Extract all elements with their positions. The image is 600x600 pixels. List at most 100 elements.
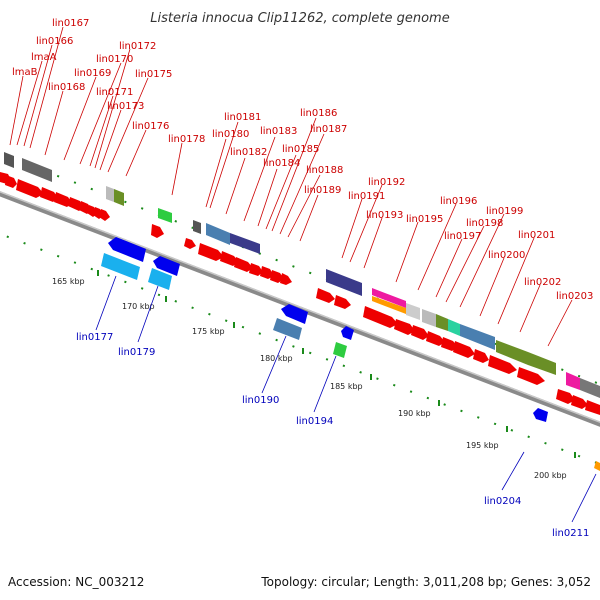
gene-label: lin0190 — [242, 395, 279, 406]
scale-tick-label: 185 kbp — [330, 382, 363, 391]
gene-label: lin0196 — [440, 196, 477, 207]
reverse-label: lin0177 — [76, 275, 117, 343]
forward-label: lin0193 — [363, 210, 403, 269]
reverse-label: lin0194 — [296, 355, 337, 427]
gene-label: lin0189 — [304, 185, 341, 196]
gene-label: lin0185 — [282, 144, 319, 155]
gene-label: lin0197 — [444, 231, 481, 242]
forward-label: lin0198 — [445, 218, 503, 303]
forward-label: lin0183 — [243, 126, 297, 222]
gene-label: lmaB — [12, 67, 38, 78]
forward-label: lin0203 — [547, 291, 593, 347]
forward-gene — [198, 243, 224, 261]
reverse-label: lin0211 — [552, 473, 597, 539]
reverse-gene — [101, 253, 140, 280]
forward-label: lin0197 — [435, 231, 481, 298]
forward-label: lin0202 — [519, 277, 561, 333]
gene-label: lin0187 — [310, 124, 347, 135]
scale-ticks: 165 kbp 170 kbp 175 kbp 180 kbp 185 kbp … — [52, 270, 576, 480]
forward-label: lin0191 — [341, 191, 385, 259]
forward-label: lin0170 — [79, 54, 133, 165]
reverse-label: lin0190 — [242, 335, 287, 406]
forward-gene — [517, 367, 545, 385]
scale-tick-label: 175 kbp — [192, 327, 225, 336]
gene-label: lin0200 — [488, 250, 525, 261]
gene-label: lin0184 — [263, 158, 300, 169]
feature-block — [580, 378, 600, 398]
feature-block — [372, 296, 406, 314]
gene-label: lin0198 — [466, 218, 503, 229]
forward-gene — [488, 355, 517, 374]
forward-label: lin0169 — [63, 68, 111, 161]
reverse-gene-labels: lin0177 lin0179 lin0190 lin0194 lin0204 … — [76, 275, 597, 539]
feature-block — [326, 269, 362, 296]
forward-gene — [441, 337, 458, 351]
feature-block — [528, 352, 556, 375]
forward-gene — [571, 395, 588, 409]
reverse-gene — [148, 268, 172, 290]
gene-label: lin0167 — [52, 18, 89, 29]
gene-label: lin0204 — [484, 496, 521, 507]
forward-label: lin0196 — [417, 196, 477, 291]
forward-label: lin0173 — [99, 101, 144, 171]
gene-label: lin0211 — [552, 528, 589, 539]
forward-label: lin0176 — [125, 121, 169, 177]
forward-gene — [363, 306, 398, 328]
forward-gene — [99, 209, 110, 221]
forward-gene — [453, 341, 475, 358]
scale-tick-label: 170 kbp — [122, 302, 155, 311]
reverse-genes — [101, 237, 600, 471]
forward-label: lin0200 — [479, 250, 525, 317]
feature-block — [448, 319, 460, 336]
forward-gene — [249, 263, 263, 276]
feature-block — [372, 288, 406, 308]
forward-label: lin0166 — [23, 36, 73, 147]
forward-label: lin0167 — [29, 18, 89, 149]
scale-tick: 190 kbp — [398, 400, 440, 418]
reverse-gene — [533, 408, 548, 422]
feature-block — [206, 223, 230, 245]
gene-label: lin0166 — [36, 36, 73, 47]
feature-block — [406, 303, 420, 320]
forward-gene — [334, 295, 351, 309]
feature-block — [22, 158, 52, 182]
forward-gene — [234, 257, 253, 272]
forward-label: lin0201 — [497, 230, 555, 325]
scale-tick-label: 165 kbp — [52, 277, 85, 286]
gene-label: lmaA — [31, 52, 57, 63]
accession-text: Accession: NC_003212 — [8, 575, 144, 589]
reverse-label: lin0179 — [118, 285, 159, 358]
forward-gene — [280, 273, 292, 285]
gene-label: lin0183 — [260, 126, 297, 137]
feature-block — [422, 309, 436, 327]
forward-gene — [260, 266, 274, 279]
gene-label: lin0193 — [366, 210, 403, 221]
forward-label: lin0187 — [279, 124, 347, 235]
scale-tick-label: 200 kbp — [534, 471, 567, 480]
reverse-gene — [273, 318, 302, 340]
feature-block — [436, 314, 448, 331]
forward-label: lmaB — [9, 67, 38, 146]
forward-label: lin0178 — [168, 134, 205, 196]
forward-gene — [556, 389, 575, 404]
forward-label: lin0168 — [44, 82, 85, 156]
feature-block — [114, 189, 124, 206]
forward-label: lin0188 — [287, 165, 343, 238]
forward-gene — [220, 251, 239, 266]
scale-tick: 185 kbp — [330, 374, 372, 391]
gene-label: lin0179 — [118, 347, 155, 358]
gene-label: lin0171 — [96, 87, 133, 98]
gene-label: lin0177 — [76, 332, 113, 343]
gene-label: lin0170 — [96, 54, 133, 65]
forward-label: lin0172 — [94, 41, 156, 169]
gene-label: lin0173 — [107, 101, 144, 112]
gene-label: lin0168 — [48, 82, 85, 93]
scale-tick: 180 kbp — [260, 348, 304, 363]
gene-label: lin0192 — [368, 177, 405, 188]
feature-block — [4, 152, 14, 168]
gene-label: lin0186 — [300, 108, 337, 119]
forward-label: lin0182 — [225, 147, 267, 215]
forward-label: lin0175 — [107, 69, 172, 173]
gene-label: lin0194 — [296, 416, 333, 427]
